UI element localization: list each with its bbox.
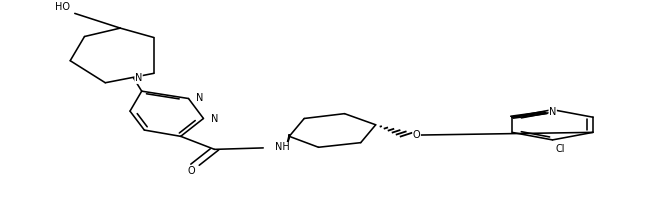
Polygon shape (286, 134, 289, 148)
Text: N: N (196, 93, 203, 103)
Text: O: O (188, 166, 196, 176)
Text: N: N (211, 114, 218, 124)
Text: N: N (135, 73, 142, 84)
Text: NH: NH (275, 142, 290, 152)
Text: Cl: Cl (556, 144, 566, 154)
Text: N: N (549, 107, 556, 117)
Text: HO: HO (55, 2, 70, 12)
Text: O: O (413, 130, 421, 140)
